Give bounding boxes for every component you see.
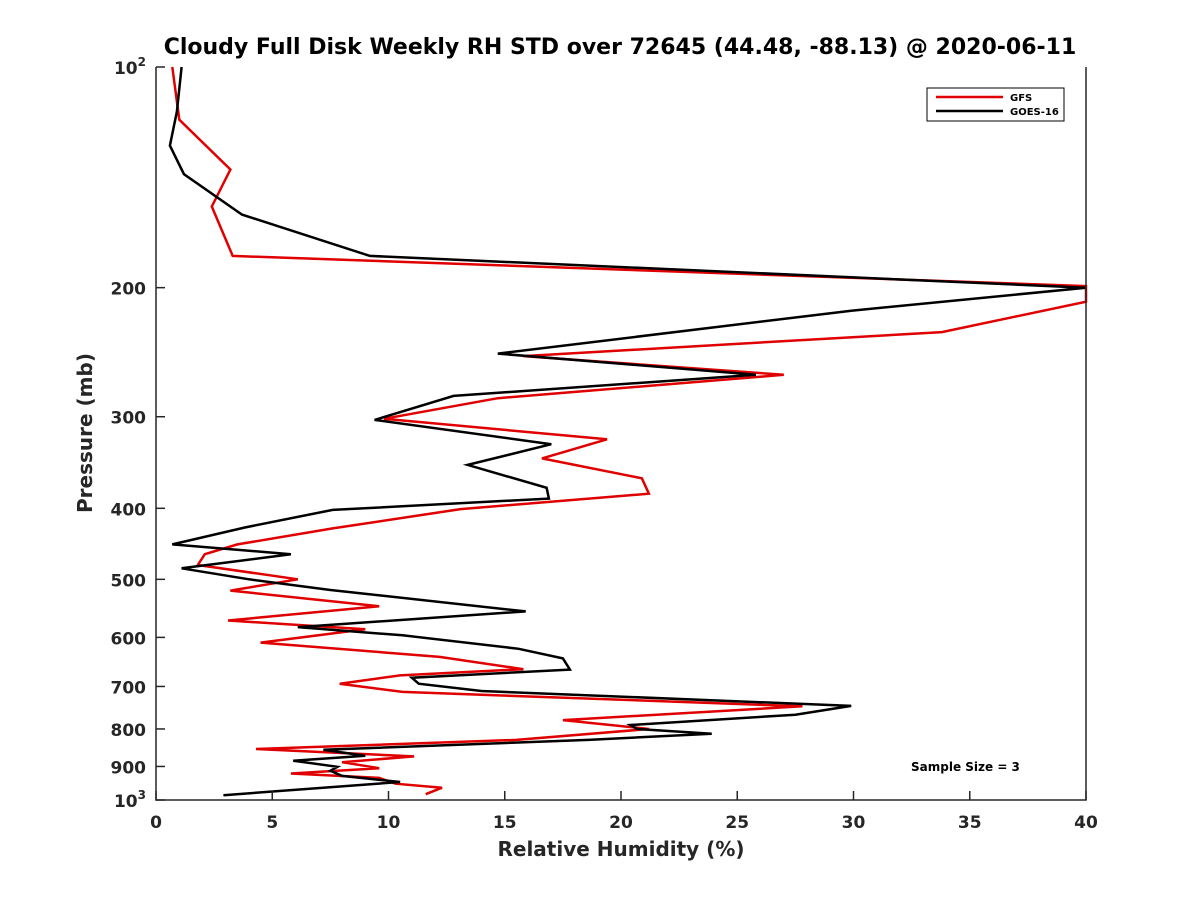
y-tick-label: 800 [111,721,147,741]
x-tick-label: 10 [377,813,401,833]
legend-box [926,87,1065,122]
chart-title: Cloudy Full Disk Weekly RH STD over 7264… [164,35,1077,60]
x-tick-label: 30 [842,813,866,833]
legend-label-gfs: GFS [1010,93,1032,104]
x-axis-label: Relative Humidity (%) [497,837,744,861]
x-tick-label: 0 [150,813,162,833]
x-tick-label: 35 [958,813,982,833]
x-axis-ticks: 0 5 10 15 20 25 30 35 40 [150,791,1098,833]
legend-label-goes16: GOES-16 [1010,107,1059,118]
x-tick-label: 15 [493,813,517,833]
y-tick-label: 400 [111,500,147,520]
series-line-goes16 [168,66,1087,797]
y-axis-label: Pressure (mb) [73,353,97,513]
series-layer [168,66,1088,797]
plot-area [156,67,1086,800]
y-axis-ticks: 102 200 300 400 500 600 700 800 900 103 [111,55,165,812]
y-tick-label: 900 [111,758,147,778]
y-tick-label: 102 [114,55,146,79]
y-tick-label: 300 [111,409,147,429]
y-tick-label: 103 [114,788,146,812]
x-tick-label: 5 [266,813,278,833]
y-tick-label: 200 [111,280,147,300]
x-tick-label: 20 [609,813,633,833]
y-tick-label: 700 [111,678,147,698]
y-tick-label: 600 [111,629,147,649]
x-tick-label: 40 [1074,813,1098,833]
legend: GFS GOES-16 [926,87,1065,122]
x-tick-label: 25 [725,813,749,833]
y-tick-label: 500 [111,571,147,591]
sample-size-annotation: Sample Size = 3 [911,760,1020,774]
